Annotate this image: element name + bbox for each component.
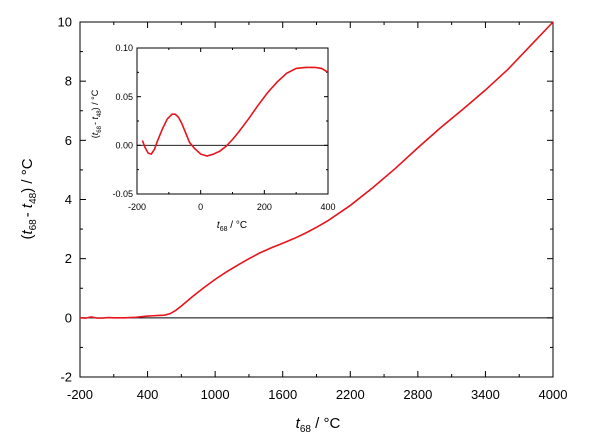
main-y-tick-label: 8 <box>65 74 72 89</box>
main-y-tick-label: 0 <box>65 310 72 325</box>
inset-series-line <box>141 66 329 157</box>
inset-y-title-var2: t <box>90 117 100 120</box>
y-title-sub1: 68 <box>28 219 39 231</box>
inset-chart: -200 0 200 400 -0.050.000.050.10 t68 / °C (… <box>90 43 336 233</box>
inset-x-tick-label: 200 <box>257 202 272 212</box>
x-title-var: t <box>296 415 301 432</box>
inset-y-title-sub2: 48 <box>97 110 103 117</box>
x-title-unit: / °C <box>311 415 341 432</box>
main-x-tick-label: 400 <box>137 387 159 402</box>
main-chart: -200 400 1000 1600 2200 2800 3400 4000 -2024681… <box>19 15 567 435</box>
inset-x-tick-label: 400 <box>320 202 335 212</box>
main-x-tick-label: -200 <box>67 387 93 402</box>
inset-x-tick-label: 0 <box>198 202 203 212</box>
main-x-tick-label: 2800 <box>403 387 432 402</box>
main-series-line <box>79 21 554 319</box>
y-title-sub2: 48 <box>28 192 39 204</box>
inset-y-tick-label: 0.05 <box>115 92 133 102</box>
inset-x-title-var: t <box>217 220 221 231</box>
inset-y-title-minus: - <box>90 120 100 126</box>
main-y-tick-label: 6 <box>65 133 72 148</box>
main-y-tick-label: -2 <box>60 370 72 385</box>
inset-y-tick-label: -0.05 <box>112 189 133 199</box>
inset-x-axis-title: t68 / °C <box>217 220 247 233</box>
inset-y-axis-title: (t68- t48) / °C <box>90 89 103 138</box>
inset-y-title-var1: t <box>90 132 100 135</box>
inset-y-tick-label: 0.10 <box>115 43 133 53</box>
main-x-tick-label: 1600 <box>268 387 297 402</box>
inset-x-tick-label: -200 <box>128 202 146 212</box>
inset-x-title-sub: 68 <box>220 226 228 233</box>
main-x-axis-title: t68 / °C <box>296 415 341 435</box>
main-x-tick-label: 1000 <box>201 387 230 402</box>
y-title-var2: t <box>19 203 36 208</box>
y-title-open: ( <box>19 235 36 240</box>
main-x-tick-label: 4000 <box>539 387 568 402</box>
y-title-var1: t <box>19 230 36 235</box>
inset-background <box>137 48 328 194</box>
main-y-tick-label: 10 <box>58 15 72 30</box>
main-x-tick-label: 3400 <box>471 387 500 402</box>
main-y-axis-title: (t68- t48) / °C <box>19 158 39 239</box>
main-y-tick-label: 2 <box>65 251 72 266</box>
inset-y-title-close: ) / °C <box>90 89 100 110</box>
inset-x-title-unit: / °C <box>228 220 248 231</box>
y-title-close: ) / °C <box>19 158 36 192</box>
inset-y-title-sub1: 68 <box>97 125 103 132</box>
main-y-tick-label: 4 <box>65 192 72 207</box>
inset-y-title-open: ( <box>90 135 100 138</box>
y-title-minus: - <box>19 208 36 217</box>
inset-y-tick-label: 0.00 <box>115 140 133 150</box>
main-x-tick-label: 2200 <box>336 387 365 402</box>
x-title-sub: 68 <box>300 424 312 435</box>
